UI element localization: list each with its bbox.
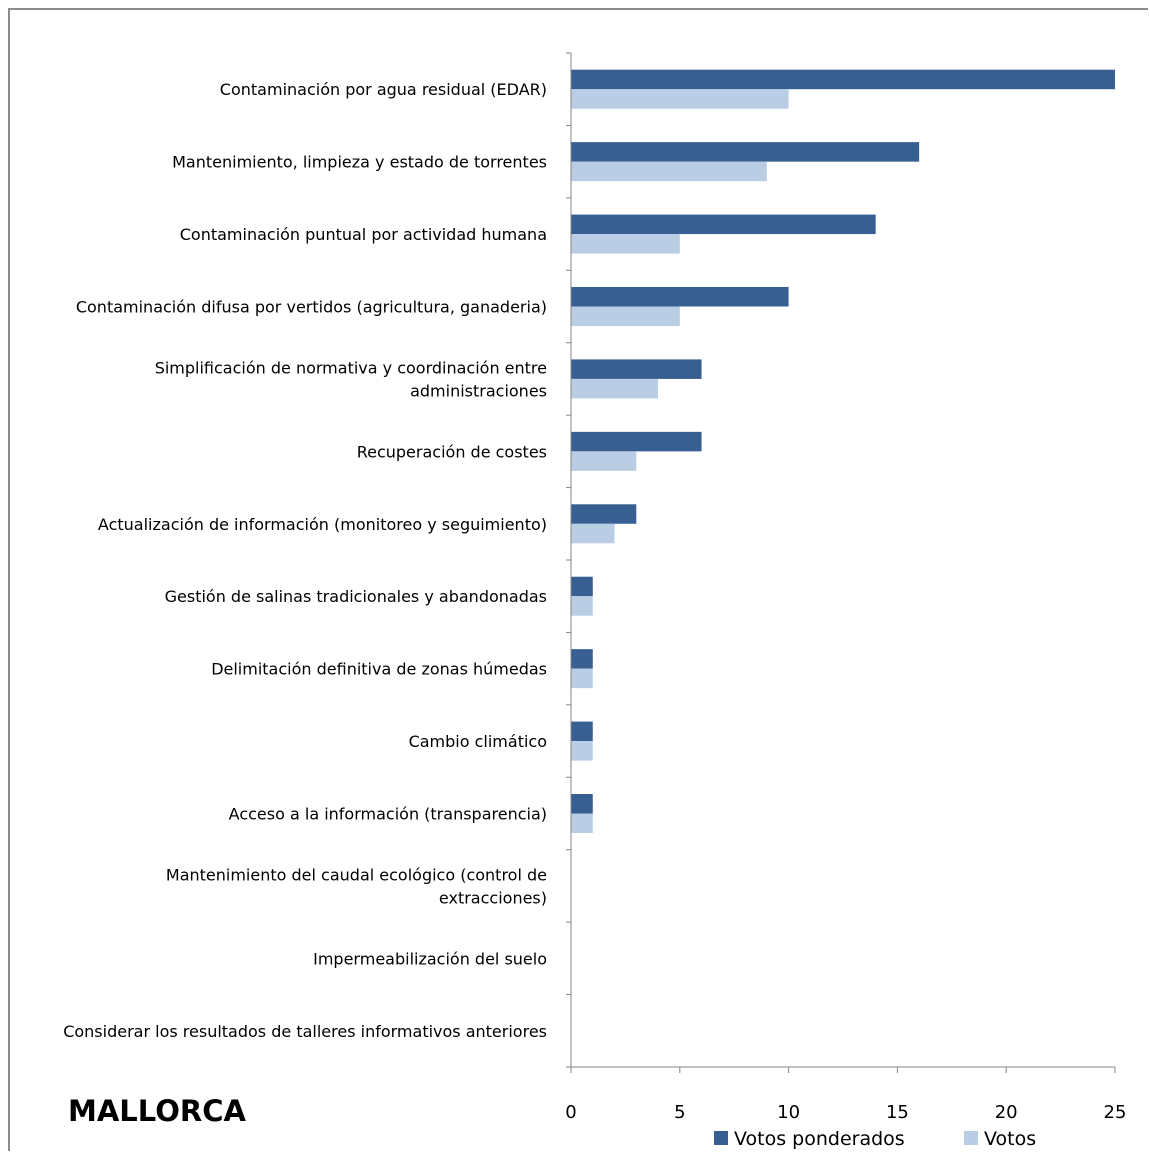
category-label: Contaminación difusa por vertidos (agric… <box>76 298 547 317</box>
bar-votos-9 <box>571 741 593 761</box>
category-label: Contaminación puntual por actividad huma… <box>180 225 547 244</box>
category-label: Recuperación de costes <box>357 442 547 461</box>
bars-group <box>571 69 1115 833</box>
category-label: Acceso a la información (transparencia) <box>229 805 547 824</box>
bar-votos-1 <box>571 161 767 182</box>
bar-votos-2 <box>571 234 680 254</box>
bar-votos-ponderados-2 <box>571 214 876 235</box>
legend-label: Votos ponderados <box>734 1128 905 1150</box>
category-label: Considerar los resultados de talleres in… <box>63 1022 547 1041</box>
x-tick-label: 20 <box>995 1102 1018 1123</box>
category-label: Simplificación de normativa y coordinaci… <box>155 358 547 400</box>
category-labels: Contaminación por agua residual (EDAR) Ma… <box>63 80 547 1041</box>
bar-votos-10 <box>571 813 593 833</box>
bar-votos-8 <box>571 668 593 689</box>
category-label: Cambio climático <box>409 732 547 751</box>
bar-votos-6 <box>571 523 615 544</box>
bar-votos-ponderados-1 <box>571 142 920 162</box>
category-label: Gestión de salinas tradicionales y aband… <box>165 587 547 606</box>
bar-votos-ponderados-9 <box>571 721 593 742</box>
bar-votos-ponderados-5 <box>571 431 702 452</box>
bar-votos-ponderados-6 <box>571 504 637 524</box>
axes-group <box>566 52 1116 1073</box>
x-tick-labels: 0 5 10 15 20 25 <box>565 1102 1126 1123</box>
bar-votos-ponderados-7 <box>571 576 593 597</box>
legend-swatch <box>714 1131 728 1145</box>
region-title: MALLORCA <box>68 1094 246 1128</box>
bar-votos-3 <box>571 306 680 326</box>
x-tick-label: 25 <box>1104 1102 1127 1123</box>
legend: Votos ponderados Votos <box>714 1128 1036 1150</box>
category-label: Mantenimiento del caudal ecológico (cont… <box>166 865 547 907</box>
category-label: Contaminación por agua residual (EDAR) <box>220 80 547 99</box>
bar-votos-5 <box>571 451 637 471</box>
bar-votos-7 <box>571 596 593 616</box>
legend-swatch <box>964 1131 978 1145</box>
legend-label: Votos <box>984 1128 1036 1150</box>
bar-votos-ponderados-0 <box>571 69 1115 90</box>
bar-votos-0 <box>571 89 789 109</box>
category-label: Impermeabilización del suelo <box>313 949 547 968</box>
category-label: Actualización de información (monitoreo … <box>98 515 547 534</box>
bar-votos-ponderados-10 <box>571 794 593 814</box>
x-tick-label: 10 <box>777 1102 800 1123</box>
bar-votos-ponderados-4 <box>571 359 702 379</box>
chart-frame <box>8 8 1148 1151</box>
x-tick-label: 0 <box>565 1102 576 1123</box>
category-label: Delimitación definitiva de zonas húmedas <box>211 660 547 679</box>
bar-votos-4 <box>571 378 659 399</box>
x-tick-label: 5 <box>674 1102 685 1123</box>
bar-votos-ponderados-3 <box>571 287 789 307</box>
category-label: Mantenimiento, limpieza y estado de torr… <box>172 153 547 172</box>
x-tick-label: 15 <box>886 1102 909 1123</box>
bar-votos-ponderados-8 <box>571 649 593 669</box>
